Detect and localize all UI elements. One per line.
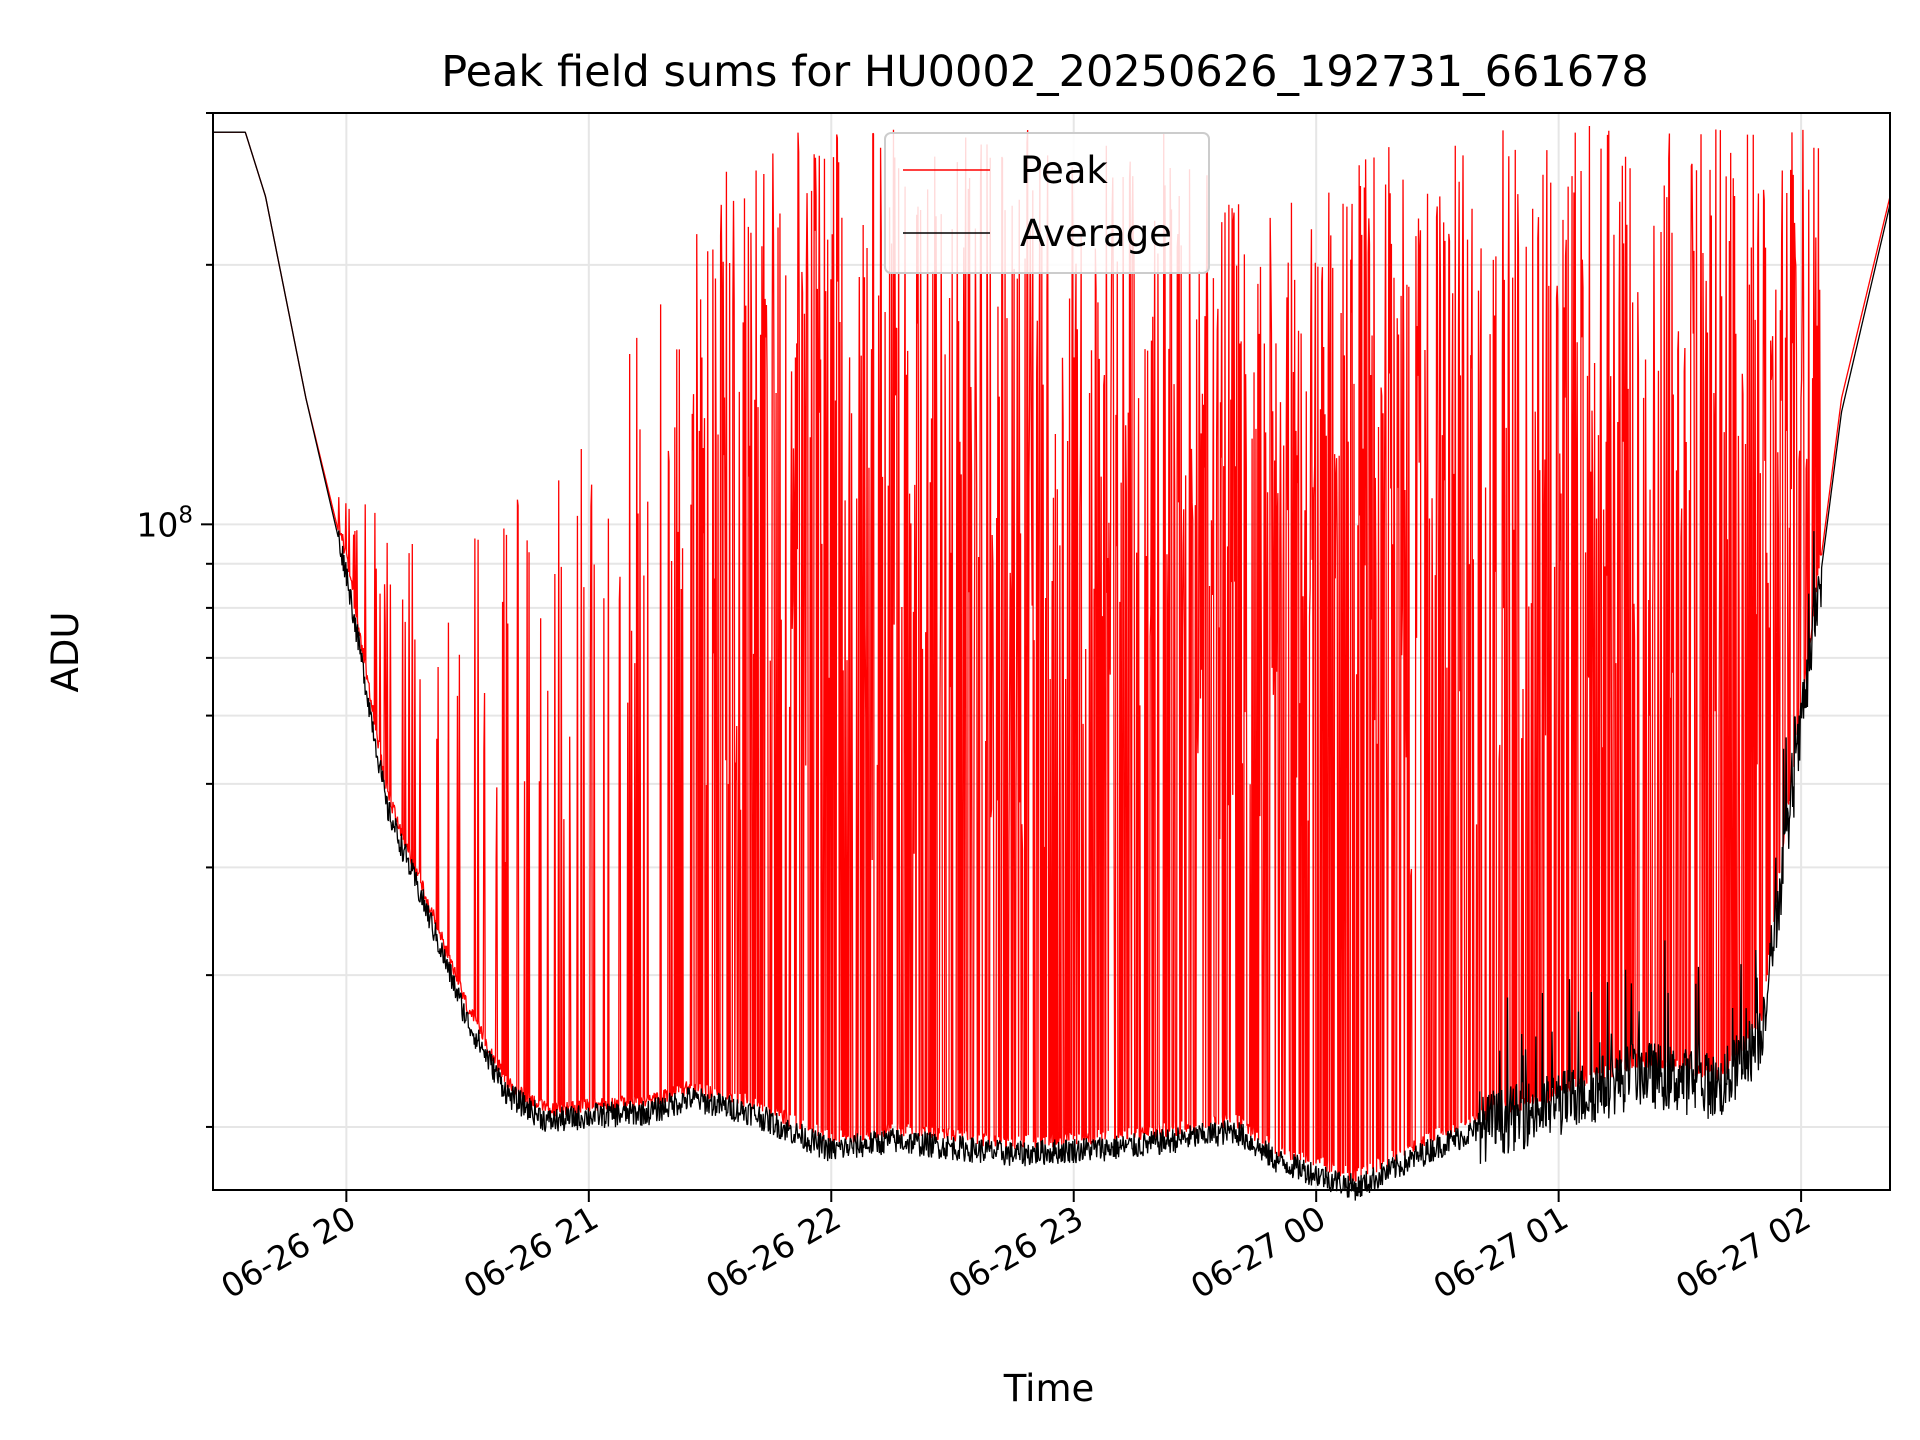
x-axis: 06-26 20 06-26 21 06-26 22 06-26 23 06-27 00… [214,1190,1817,1306]
series-layer [213,125,1891,1201]
legend: Peak Average [884,132,1210,274]
average-series-line [213,131,1891,1201]
peak-series-line [213,125,1891,1182]
x-tick-label: 06-26 23 [942,1198,1090,1306]
x-tick-label: 06-26 20 [214,1198,362,1306]
legend-peak-label: Peak [1020,149,1108,192]
legend-average-label: Average [1020,212,1172,255]
x-axis-label: Time [1003,1367,1095,1410]
y-axis-label: ADU [44,612,87,693]
legend-box [884,132,1210,274]
x-tick-label: 06-26 21 [457,1198,605,1306]
x-tick-label: 06-27 01 [1427,1198,1575,1306]
x-tick-label: 06-26 22 [699,1198,847,1306]
plot-frame [212,112,1891,1191]
x-tick-label: 06-27 02 [1669,1198,1817,1306]
x-tick-label: 06-27 00 [1184,1198,1332,1306]
y-tick-label: 108 [136,502,193,544]
y-axis: 108 [136,112,213,1128]
chart-title: Peak field sums for HU0002_20250626_1927… [441,47,1649,97]
